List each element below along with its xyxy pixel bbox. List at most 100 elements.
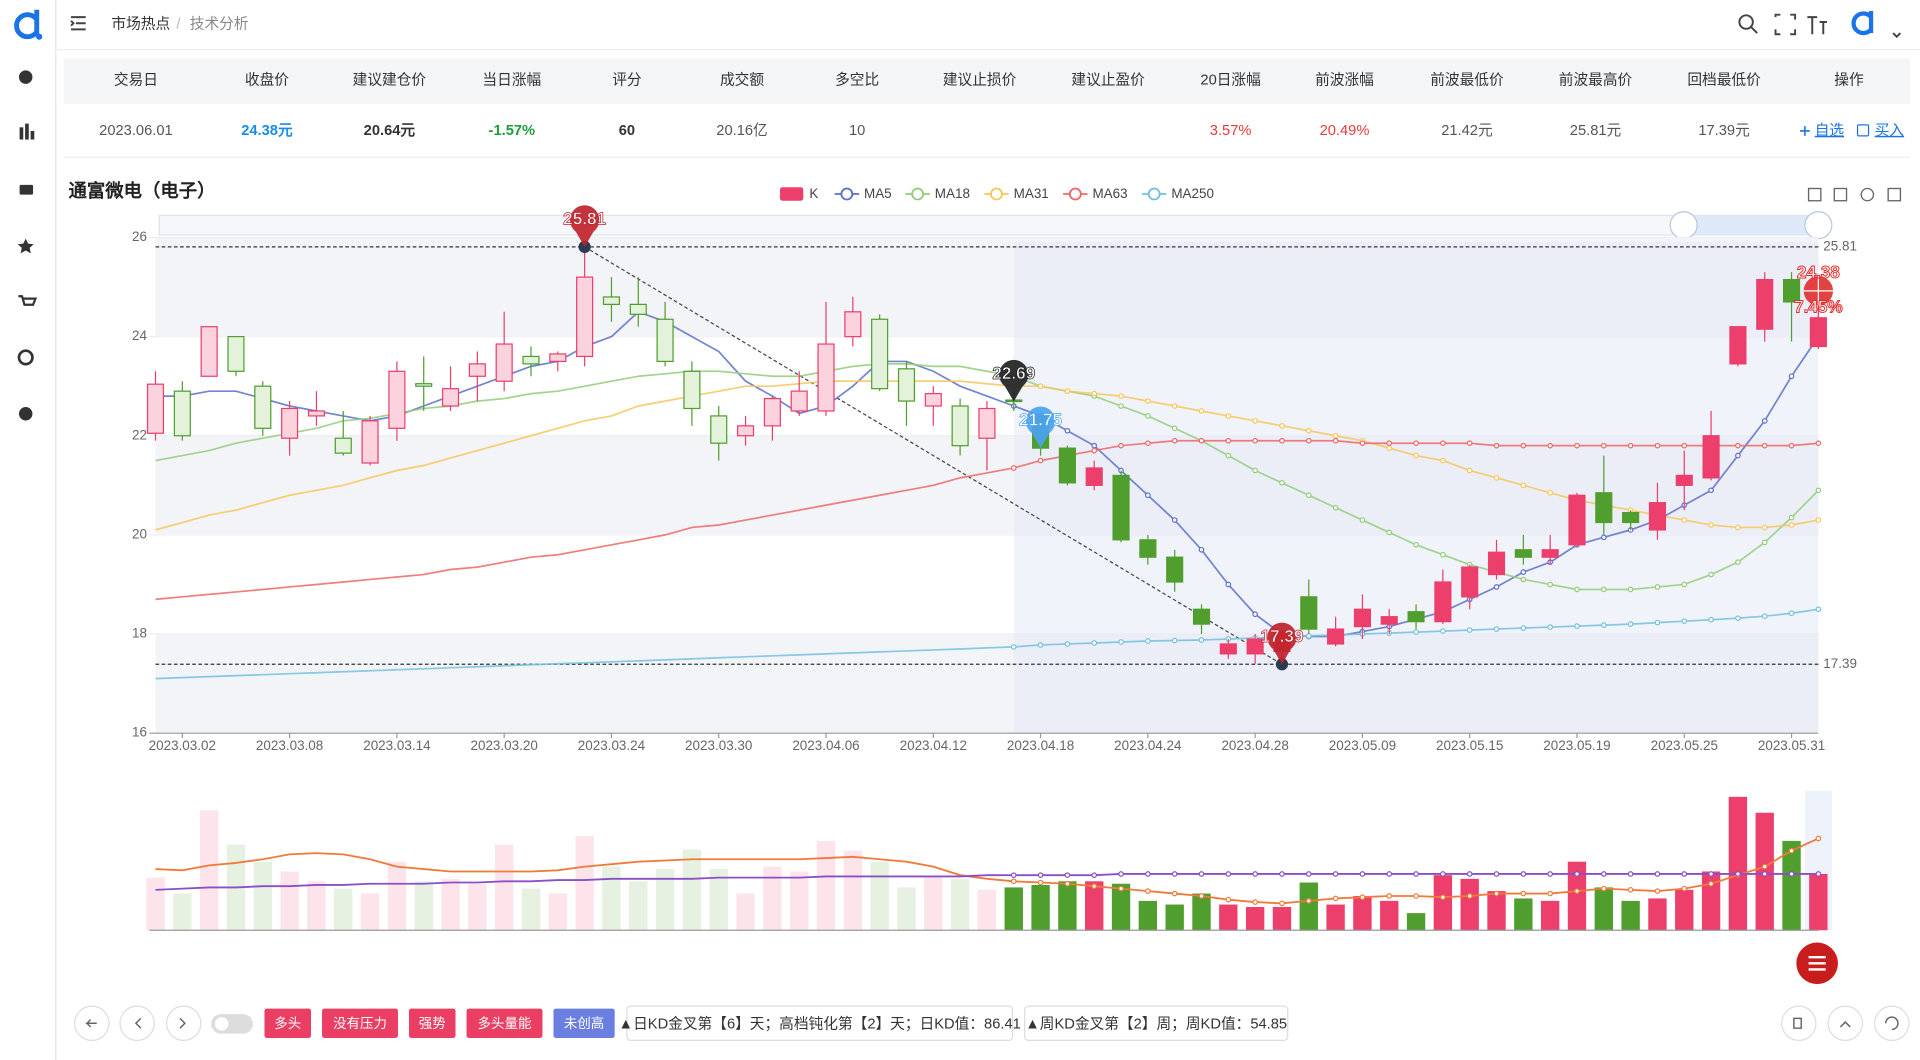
- ma-point: [1305, 492, 1312, 499]
- nav-cart[interactable]: [18, 295, 38, 306]
- ma-point: [1171, 425, 1178, 432]
- ma-point: [1761, 418, 1768, 424]
- x-tick-label: 2023.04.18: [1007, 738, 1074, 753]
- zoom-window[interactable]: [1683, 215, 1819, 236]
- ma-point: [1788, 373, 1795, 380]
- ma-point: [1064, 427, 1071, 434]
- ma-point: [1037, 642, 1044, 648]
- table-header-bg: [63, 58, 1911, 105]
- candle-body: [1139, 539, 1157, 558]
- volume-bar: [1406, 913, 1426, 931]
- copy-button[interactable]: [1781, 1005, 1817, 1042]
- ma-point: [1493, 626, 1500, 632]
- table-cell: 20.49%: [1320, 123, 1370, 139]
- candle-body: [388, 370, 406, 429]
- ma-point: [1761, 442, 1768, 449]
- refresh-button[interactable]: [1874, 1005, 1910, 1042]
- volume-ma-point: [1440, 871, 1446, 877]
- zoom-handle[interactable]: [1669, 211, 1698, 240]
- volume-ma-point: [1681, 885, 1688, 892]
- x-tick-label: 2023.05.31: [1758, 738, 1825, 753]
- volume-bar: [1594, 887, 1613, 931]
- nav-dashboard[interactable]: [18, 406, 33, 421]
- nav-support[interactable]: [17, 349, 34, 366]
- candle-body: [173, 390, 191, 437]
- ma-point: [1600, 442, 1607, 449]
- volume-bar: [1487, 891, 1506, 931]
- ma-point: [1305, 427, 1312, 434]
- volume-ma-point: [1708, 871, 1714, 877]
- volume-ma-point: [1010, 872, 1017, 878]
- search-icon[interactable]: [1738, 14, 1754, 30]
- volume-ma-point: [1305, 898, 1312, 904]
- volume-bar: [843, 850, 863, 931]
- ma-point: [1708, 616, 1714, 623]
- candle-body: [1809, 317, 1827, 348]
- y-tick-label: 16: [132, 725, 147, 740]
- y-tick-label: 20: [132, 526, 147, 541]
- volume-bar: [1299, 882, 1318, 931]
- ma-point: [1386, 529, 1393, 536]
- font-size-icon[interactable]: [1807, 16, 1827, 35]
- signal-tag: [264, 1008, 312, 1038]
- ma-point: [1145, 398, 1151, 404]
- candle-body: [1434, 581, 1452, 623]
- legend-label: MA5: [864, 186, 892, 201]
- breadcrumb-current: 技术分析: [190, 15, 249, 32]
- ma-point: [1761, 524, 1768, 531]
- table-cell: 17.39元: [1698, 123, 1750, 139]
- candle-body: [1085, 467, 1103, 486]
- tool-zoom[interactable]: [1807, 187, 1822, 202]
- table-header: 前波最高价: [1559, 72, 1633, 89]
- nav-globe[interactable]: [18, 70, 33, 84]
- volume-bar: [1031, 884, 1050, 931]
- tool-save[interactable]: [1887, 187, 1902, 202]
- nav-news[interactable]: [19, 184, 34, 195]
- logo[interactable]: [14, 9, 40, 40]
- nav-next[interactable]: [165, 1005, 202, 1042]
- ma-point: [1735, 615, 1741, 621]
- zoom-slider[interactable]: [158, 214, 1819, 236]
- top-button[interactable]: [1827, 1005, 1864, 1042]
- ma-point: [1466, 467, 1473, 474]
- search-handle: [1750, 26, 1758, 34]
- breadcrumb-item[interactable]: 市场热点: [111, 15, 170, 32]
- volume-ma-point: [1735, 871, 1741, 877]
- fullscreen-icon[interactable]: [1774, 13, 1797, 36]
- volume-ma-point: [1493, 871, 1500, 877]
- zoom-handle[interactable]: [1804, 211, 1833, 240]
- volume-bar: [1540, 900, 1560, 931]
- nav-chart-bar: [30, 130, 35, 140]
- volume-bar: [816, 840, 836, 931]
- x-tick-label: 2023.03.08: [256, 738, 323, 753]
- ma-point: [1252, 611, 1258, 618]
- candle-body: [1380, 616, 1398, 625]
- nav-chart[interactable]: [19, 127, 24, 140]
- volume-bar: [870, 861, 889, 931]
- tool-back[interactable]: [1833, 187, 1848, 202]
- x-tick-label: 2023.05.15: [1436, 738, 1503, 753]
- ma-point: [1547, 489, 1553, 496]
- signal-tag-label: 多头: [274, 1015, 301, 1031]
- table-header: 成交额: [720, 71, 764, 89]
- table-header: 多空比: [835, 72, 879, 89]
- sidebar: [0, 0, 56, 1060]
- candle-body: [1327, 628, 1345, 645]
- volume-bar: [1460, 878, 1479, 931]
- buy-button[interactable]: 买入: [1875, 122, 1905, 139]
- menu-toggle[interactable]: [70, 16, 86, 31]
- candle-body: [1219, 643, 1237, 655]
- ma-point: [1788, 610, 1795, 617]
- volume-bar: [441, 878, 460, 931]
- volume-ma-point: [1332, 895, 1339, 902]
- volume-bar: [253, 861, 272, 931]
- avatar[interactable]: [1851, 11, 1874, 36]
- nav-prev[interactable]: [119, 1005, 155, 1042]
- candle-body: [978, 407, 996, 439]
- tool-restore[interactable]: [1860, 187, 1875, 202]
- volume-ma-point: [1359, 894, 1366, 901]
- add-watch-button[interactable]: 自选: [1815, 122, 1845, 139]
- nav-star[interactable]: [17, 238, 34, 254]
- volume-ma-point: [1037, 872, 1044, 878]
- volume-ma-point: [1413, 893, 1419, 899]
